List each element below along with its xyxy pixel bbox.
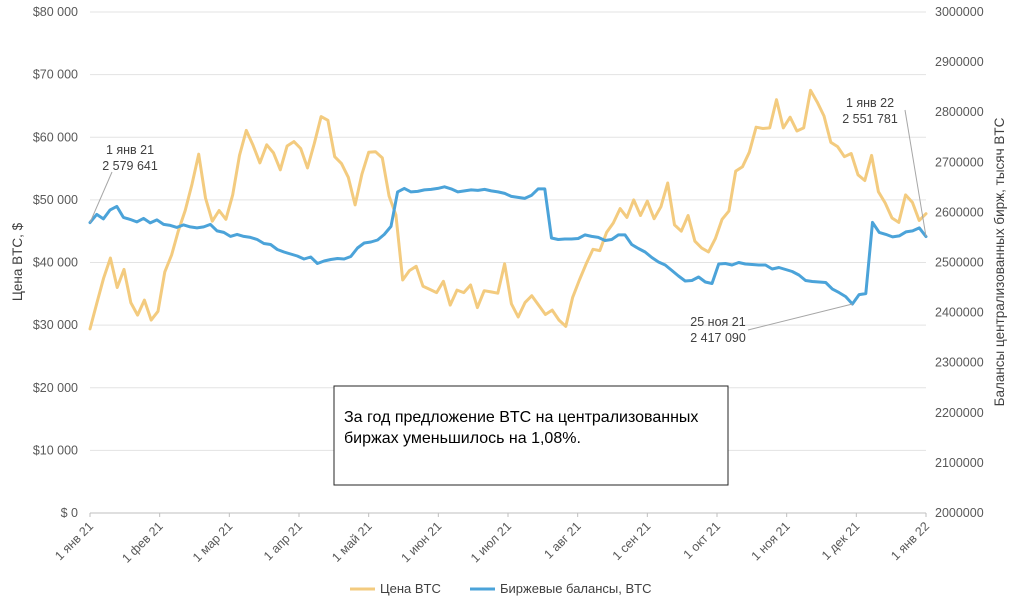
x-tick-label: 1 ноя 21 xyxy=(749,519,793,563)
annotation-leader xyxy=(747,303,853,331)
left-axis-title: Цена BTC, $ xyxy=(10,222,25,301)
left-tick-label: $10 000 xyxy=(33,443,78,457)
annotation-value: 2 579 641 xyxy=(102,159,158,173)
legend: Цена BTC Биржевые балансы, BTC xyxy=(350,581,651,596)
note-text: За год предложение BTC на централизованн… xyxy=(344,409,698,447)
left-tick-label: $60 000 xyxy=(33,130,78,144)
balance-line xyxy=(88,185,928,306)
note-box: За год предложение BTC на централизованн… xyxy=(333,385,729,486)
annotation-value: 2 551 781 xyxy=(842,112,898,126)
right-tick-label: 2000000 xyxy=(935,506,984,520)
series-lines xyxy=(88,88,928,331)
x-tick-label: 1 сен 21 xyxy=(610,519,654,563)
x-tick-label: 1 янв 21 xyxy=(52,519,96,563)
note-line: биржах уменьшилось на 1,08%. xyxy=(344,430,581,447)
left-tick-label: $20 000 xyxy=(33,381,78,395)
x-tick-label: 1 авг 21 xyxy=(541,519,583,561)
price-line xyxy=(88,88,928,331)
right-tick-label: 2700000 xyxy=(935,155,984,169)
x-tick-label: 1 фев 21 xyxy=(119,519,165,565)
right-tick-label: 2100000 xyxy=(935,456,984,470)
left-tick-label: $ 0 xyxy=(61,506,78,520)
x-tick-label: 1 окт 21 xyxy=(681,519,724,562)
right-tick-label: 2600000 xyxy=(935,205,984,219)
left-tick-label: $40 000 xyxy=(33,256,78,270)
right-axis-ticks: 2000000 2100000 2200000 2300000 2400000 25000… xyxy=(935,5,984,520)
annotation-leader xyxy=(89,171,113,223)
right-tick-label: 2400000 xyxy=(935,306,984,320)
x-tick-label: 1 июн 21 xyxy=(398,519,444,565)
x-tick-label: 1 дек 21 xyxy=(819,519,863,563)
left-axis-ticks: $ 0 $10 000 $20 000 $30 000 $40 000 $50 000 $6… xyxy=(33,5,78,520)
right-tick-label: 2800000 xyxy=(935,105,984,119)
x-tick-label: 1 мар 21 xyxy=(190,519,236,565)
annotation-date: 1 янв 22 xyxy=(846,96,894,110)
right-tick-label: 2500000 xyxy=(935,256,984,270)
right-tick-label: 2200000 xyxy=(935,406,984,420)
left-tick-label: $80 000 xyxy=(33,5,78,19)
note-box-border xyxy=(333,385,729,486)
annotations: 1 янв 21 2 579 641 25 ноя 21 2 417 090 1 янв… xyxy=(89,96,927,345)
x-tick-label: 1 янв 22 xyxy=(888,519,932,563)
left-tick-label: $30 000 xyxy=(33,318,78,332)
annotation-date: 1 янв 21 xyxy=(106,143,154,157)
annotation-date: 25 ноя 21 xyxy=(690,315,745,329)
right-tick-label: 3000000 xyxy=(935,5,984,19)
annotation-leader xyxy=(904,109,927,237)
annotation-value: 2 417 090 xyxy=(690,331,746,345)
left-tick-label: $50 000 xyxy=(33,193,78,207)
x-tick-label: 1 апр 21 xyxy=(261,519,305,563)
x-tick-label: 1 июл 21 xyxy=(468,519,514,565)
legend-label: Биржевые балансы, BTC xyxy=(500,581,651,596)
legend-label: Цена BTC xyxy=(380,581,441,596)
right-tick-label: 2300000 xyxy=(935,356,984,370)
gridlines xyxy=(90,11,926,514)
note-line: За год предложение BTC на централизованн… xyxy=(344,409,698,426)
right-axis-title: Балансы централизованных бирж, тысяч BTC xyxy=(992,117,1007,406)
x-axis-ticks: 1 янв 21 1 фев 21 1 мар 21 1 апр 21 1 май 21… xyxy=(52,513,932,566)
x-tick-label: 1 май 21 xyxy=(329,519,375,565)
right-tick-label: 2900000 xyxy=(935,55,984,69)
left-tick-label: $70 000 xyxy=(33,68,78,82)
